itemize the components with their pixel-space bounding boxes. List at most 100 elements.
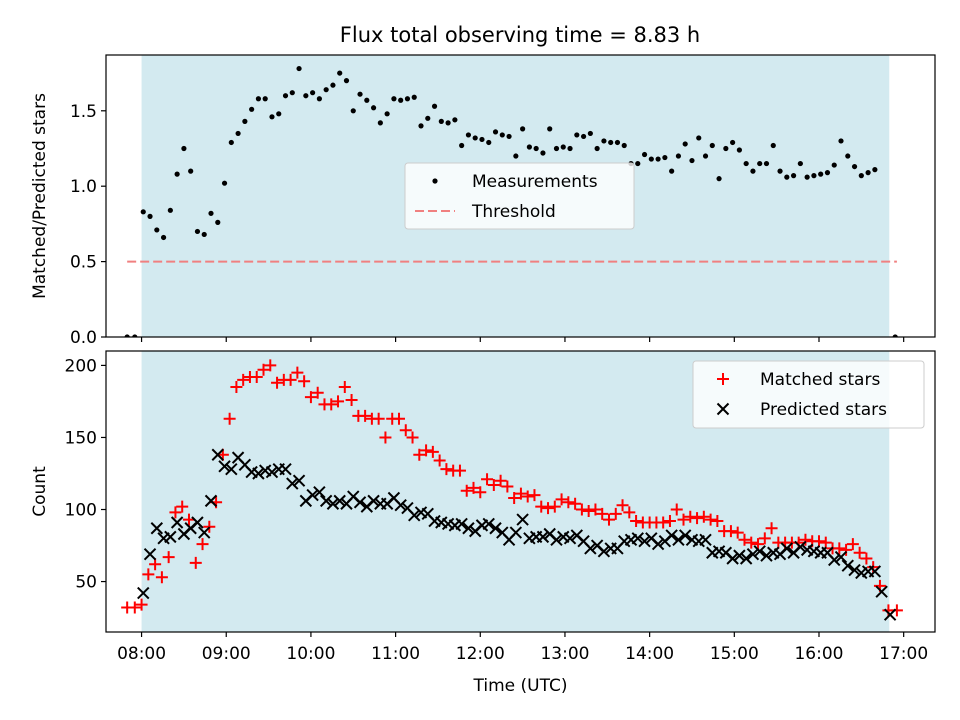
matched-star-point (189, 556, 202, 569)
matched-star-point (501, 480, 514, 493)
x-tick-label: 11:00 (371, 644, 420, 664)
measurement-point (614, 139, 621, 146)
matched-star-point (291, 366, 304, 379)
measurement-point (662, 154, 668, 161)
measurement-point (201, 231, 207, 238)
predicted-star-point (482, 517, 495, 531)
matched-star-point (453, 464, 466, 477)
matched-star-point (765, 522, 778, 535)
measurement-point (818, 171, 824, 177)
matched-star-point (602, 513, 615, 526)
measurement-point (316, 96, 322, 102)
matched-star-point (487, 479, 500, 492)
measurement-point (194, 228, 201, 235)
measurement-point (608, 139, 614, 146)
predicted-star-point (204, 494, 218, 508)
measurement-point (425, 115, 431, 121)
predicted-star-point (319, 494, 333, 508)
matched-star-point (264, 359, 277, 372)
legend-marker-measurements (432, 178, 438, 184)
measurement-point (777, 168, 783, 174)
predicted-star-point (536, 530, 550, 544)
measurement-point (730, 139, 736, 146)
measurement-point (228, 139, 234, 146)
measurement-point (526, 144, 532, 150)
predicted-star-point (286, 477, 299, 490)
matched-star-point (630, 515, 643, 528)
measurement-point (716, 176, 722, 182)
measurement-point (797, 160, 803, 167)
measurement-point (648, 156, 654, 162)
measurement-point (472, 135, 478, 141)
matched-star-point (589, 503, 602, 516)
measurement-point (147, 213, 153, 219)
predicted-star-point (198, 526, 211, 539)
measurement-point (296, 65, 302, 72)
predicted-star-point (883, 608, 897, 621)
predicted-star-point (841, 559, 854, 572)
measurement-point (858, 173, 864, 179)
matched-star-point (758, 532, 771, 545)
measurement-point (364, 97, 370, 103)
legend-box (692, 360, 925, 429)
matched-star-point (691, 512, 704, 525)
measurement-point (723, 145, 729, 152)
y-tick-label: 150 (65, 428, 97, 448)
matched-star-point (535, 500, 548, 513)
matched-star-point (420, 444, 433, 457)
predicted-star-point (699, 533, 712, 546)
measurement-point (553, 145, 560, 152)
measurement-point (310, 90, 316, 96)
matched-star-point (440, 463, 453, 476)
measurement-point (242, 118, 248, 124)
measurement-point (601, 138, 607, 144)
measurement-point (736, 147, 742, 153)
x-tick-label: 17:00 (879, 644, 928, 664)
matched-star-point (149, 558, 162, 571)
predicted-star-point (760, 549, 773, 562)
measurement-point (567, 145, 573, 152)
measurement-point (845, 153, 851, 159)
measurement-point (167, 207, 173, 213)
matched-star-point (731, 526, 744, 539)
matched-star-point (142, 568, 155, 581)
predicted-star-point (211, 448, 224, 461)
x-tick-label: 08:00 (117, 644, 166, 664)
matched-star-point (257, 363, 270, 376)
matched-star-point (304, 391, 317, 404)
matched-star-point (135, 598, 148, 611)
matched-star-point (677, 513, 690, 526)
predicted-star-point (408, 509, 421, 522)
matched-star-point (833, 542, 846, 555)
matched-star-point (481, 473, 494, 486)
predicted-star-point (631, 532, 644, 545)
y-tick-label: 50 (75, 573, 97, 593)
measurement-point (154, 227, 160, 233)
matched-star-point (176, 500, 189, 513)
measurement-point (215, 219, 221, 225)
measurement-point (635, 160, 641, 167)
legend-label: Predicted stars (760, 400, 887, 420)
measurement-point (682, 141, 688, 147)
matched-star-point (860, 552, 873, 565)
matched-star-point (332, 395, 345, 408)
predicted-star-point (550, 533, 563, 546)
predicted-star-point (326, 497, 340, 510)
measurement-point (486, 139, 492, 146)
measurement-point (276, 111, 282, 117)
top-panel: 0.0 0.5 1.0 1.5 Matched/Predicted stars Measu… (30, 54, 936, 348)
predicted-star-point (672, 533, 685, 546)
matched-star-point (670, 503, 683, 516)
measurement-point (235, 130, 241, 137)
legend-box (404, 162, 635, 230)
matched-star-point (508, 491, 521, 504)
measurement-point (675, 153, 682, 159)
predicted-star-point (678, 529, 692, 542)
measurement-point (124, 334, 130, 337)
predicted-star-point (279, 462, 292, 476)
measurement-point (174, 171, 180, 177)
matched-star-point (359, 409, 372, 422)
measurement-point (384, 111, 390, 117)
measurement-point (398, 97, 404, 103)
